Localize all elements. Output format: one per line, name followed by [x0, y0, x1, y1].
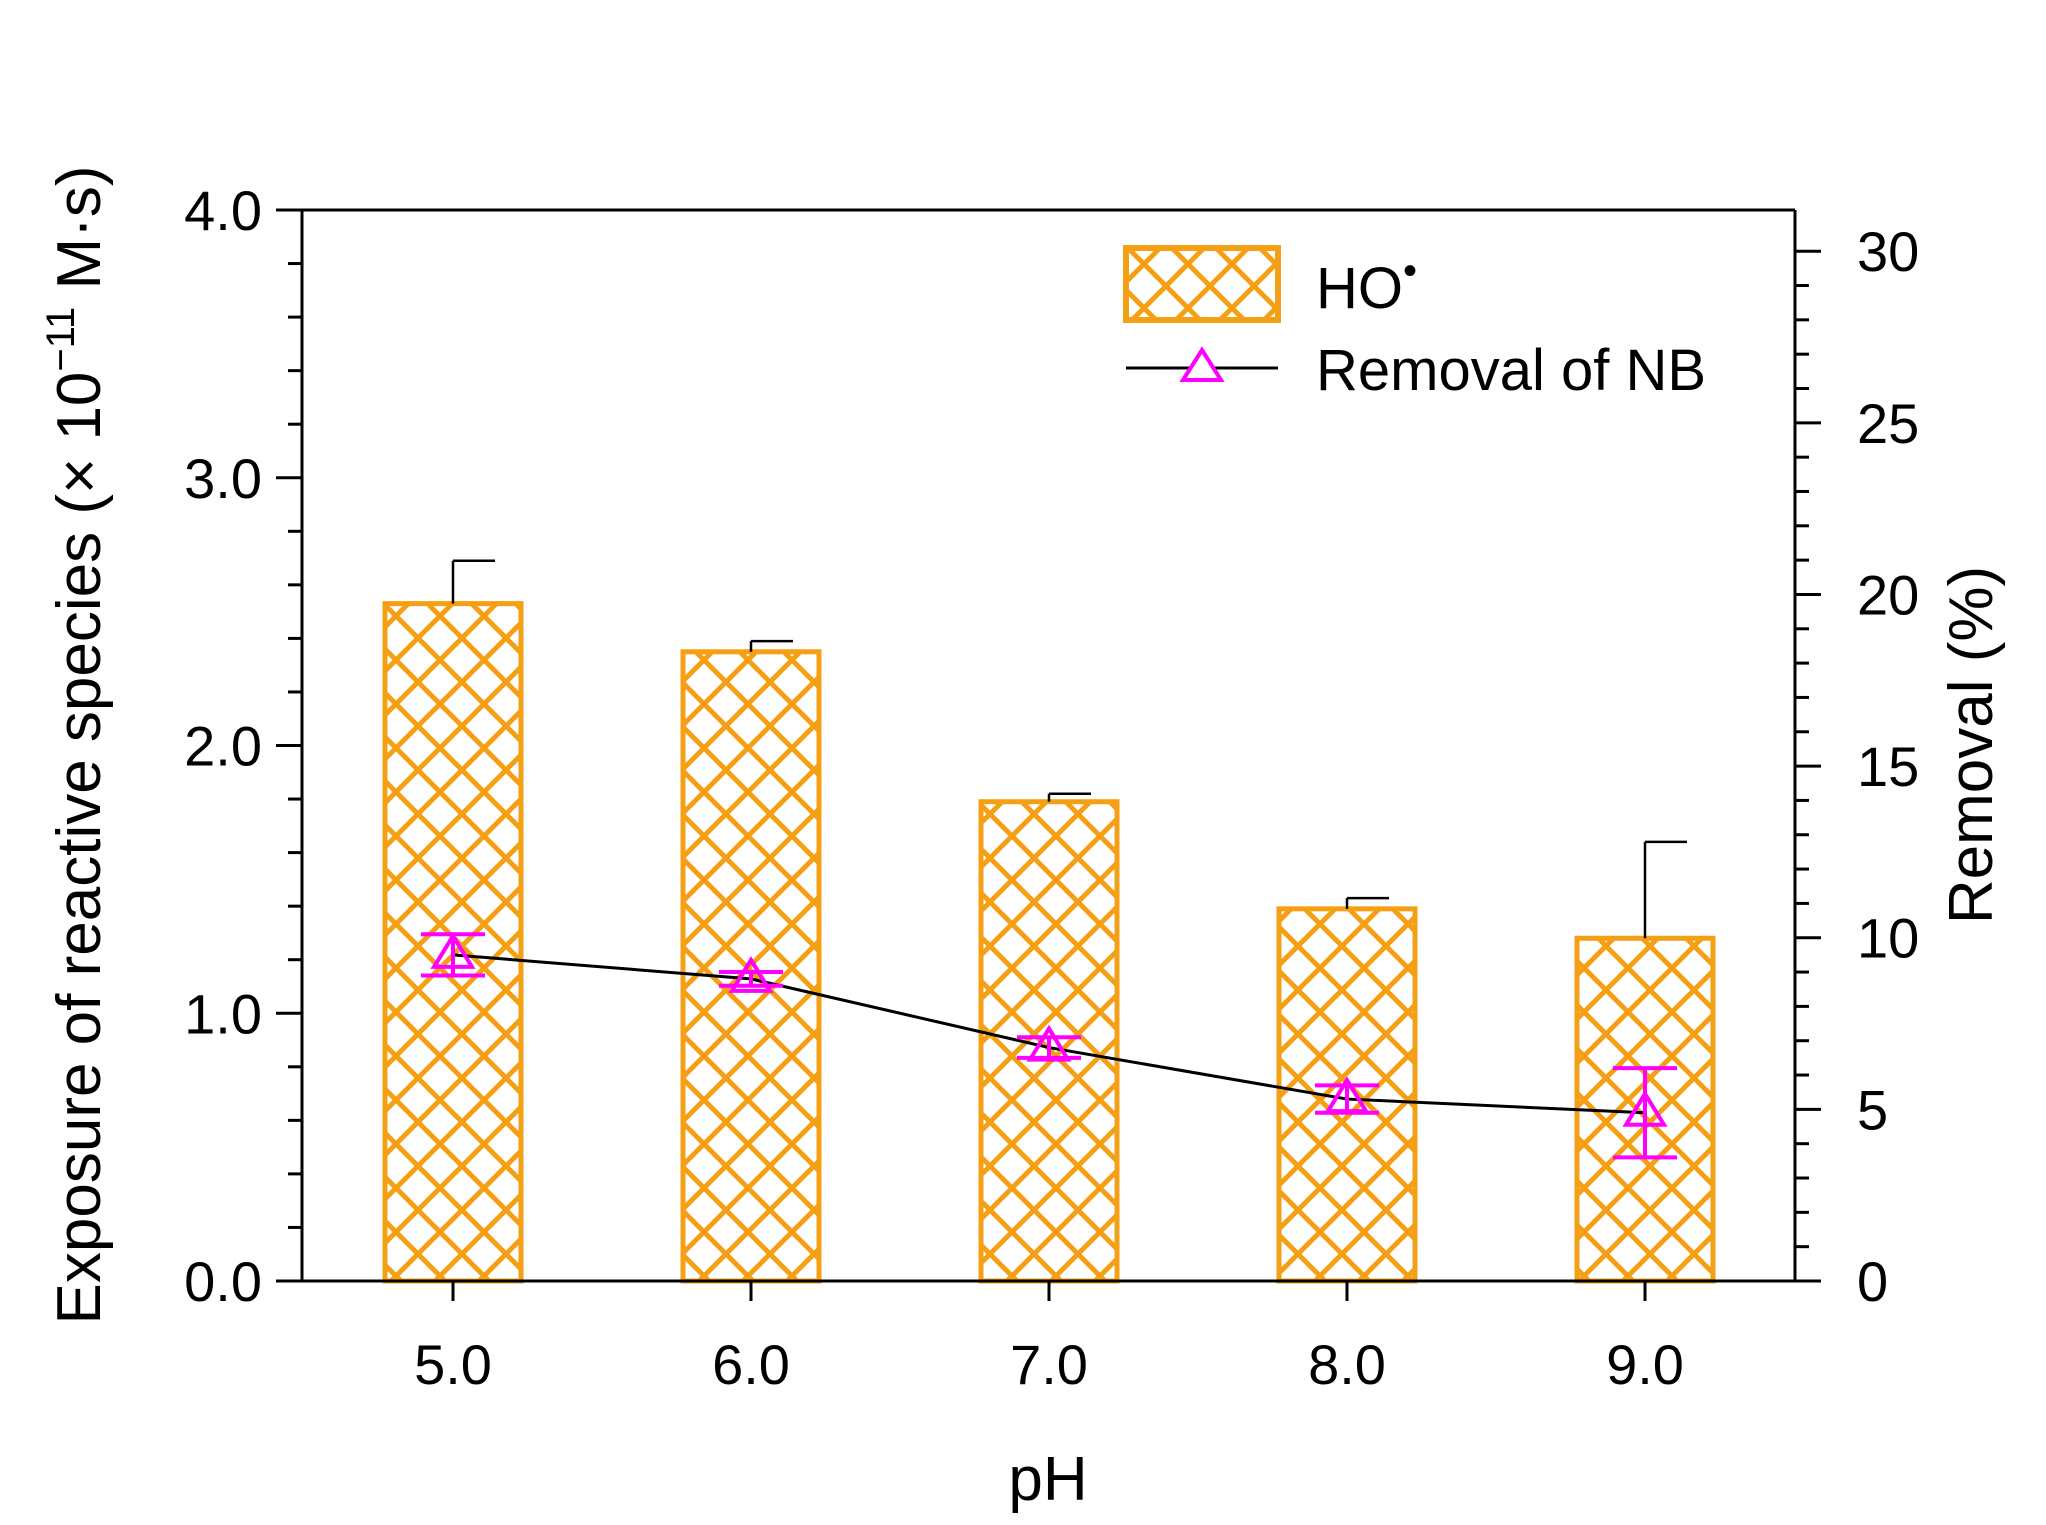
x-tick-label: 6.0 [712, 1333, 790, 1396]
y2-tick-label: 5 [1857, 1078, 1888, 1141]
y-axis-title: Exposure of reactive species (× 10−11 M·… [39, 166, 114, 1325]
legend-marker-removal [1179, 346, 1225, 382]
x-axis-title: pH [1008, 1445, 1087, 1514]
removal-marker-8.0 [1324, 1076, 1370, 1114]
x-tick-label: 8.0 [1308, 1333, 1386, 1396]
y2-tick-label: 10 [1857, 907, 1919, 970]
y-tick-label: 4.0 [184, 179, 262, 242]
bar-ho-6.0 [680, 649, 822, 1284]
removal-marker-6.0 [728, 956, 774, 993]
legend-label-ho: HO• [1316, 249, 1417, 321]
bar-errors-layer [451, 559, 1687, 939]
y-axis-title-unit: M·s) [45, 166, 114, 307]
x-tick-label: 7.0 [1010, 1333, 1088, 1396]
y2-tick-label: 0 [1857, 1250, 1888, 1313]
y2-tick-label: 30 [1857, 220, 1919, 283]
y2-axis-title: Removal (%) [1937, 566, 2006, 924]
removal-line-layer [421, 932, 1677, 1160]
legend: HO• Removal of NB [1123, 245, 1706, 403]
legend-label-removal: Removal of NB [1316, 338, 1706, 403]
y2-tick-label: 25 [1857, 392, 1919, 455]
y-tick-label: 3.0 [184, 447, 262, 510]
y2-tick-label: 15 [1857, 735, 1919, 798]
legend-swatch-ho [1123, 245, 1281, 323]
ticks-layer: 0.0 1.0 2.0 3.0 4.0 0 5 10 15 20 25 30 5.0 6.0 7.0 8.0 9… [184, 179, 1919, 1396]
y-tick-label: 2.0 [184, 715, 262, 778]
x-tick-label: 9.0 [1606, 1333, 1684, 1396]
y-tick-label: 1.0 [184, 982, 262, 1045]
removal-marker-7.0 [1026, 1024, 1072, 1062]
y-axis-title-exponent: −11 [39, 307, 83, 372]
removal-marker-5.0 [430, 932, 476, 969]
y-tick-label: 0.0 [184, 1250, 262, 1313]
y-axis-title-main: Exposure of reactive species (× 10 [45, 372, 114, 1325]
y2-tick-label: 20 [1857, 563, 1919, 626]
removal-marker-9.0 [1622, 1089, 1668, 1127]
x-tick-label: 5.0 [414, 1333, 492, 1396]
bars-layer [382, 601, 1716, 1284]
